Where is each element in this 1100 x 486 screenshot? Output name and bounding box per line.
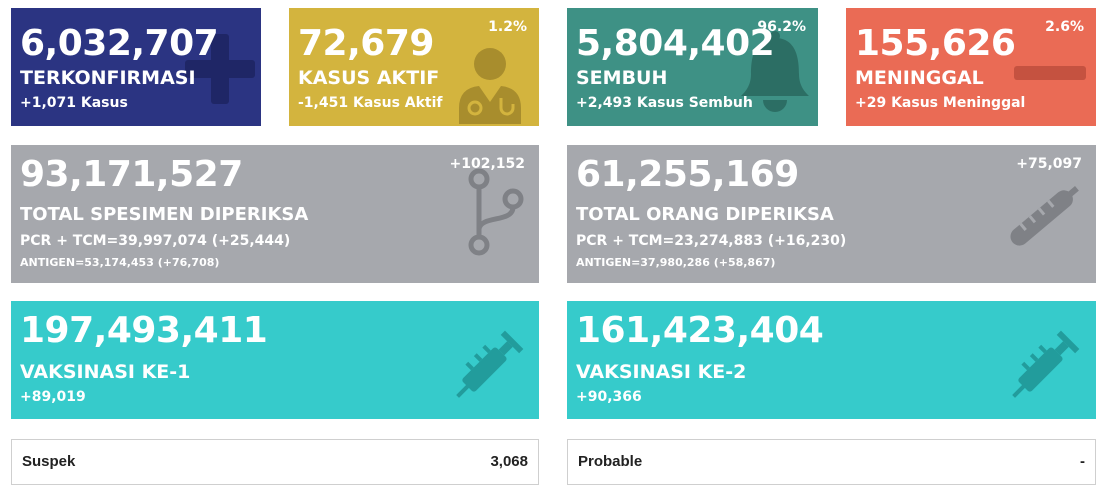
- thermometer-icon: [1001, 177, 1087, 255]
- suspect-row: Suspek 3,068: [11, 439, 539, 485]
- specimens-label: TOTAL SPESIMEN DIPERIKSA: [20, 204, 309, 225]
- confirmed-label: TERKONFIRMASI: [20, 67, 196, 89]
- specimens-delta: +102,152: [449, 156, 526, 172]
- vaccine1-delta: +89,019: [20, 389, 86, 405]
- confirmed-card: 6,032,707 TERKONFIRMASI +1,071 Kasus: [11, 8, 261, 126]
- deaths-card: 155,626 2.6% MENINGGAL +29 Kasus Meningg…: [846, 8, 1096, 126]
- people-tested-delta: +75,097: [1016, 156, 1082, 172]
- vaccine1-card: 197,493,411 VAKSINASI KE-1 +89,019: [11, 301, 539, 419]
- vaccine2-card: 161,423,404 VAKSINASI KE-2 +90,366: [567, 301, 1096, 419]
- recovered-card: 5,804,402 96.2% SEMBUH +2,493 Kasus Semb…: [567, 8, 818, 126]
- minus-icon: [1012, 64, 1088, 82]
- people-tested-card: 61,255,169 +75,097 TOTAL ORANG DIPERIKSA…: [567, 145, 1096, 283]
- vaccine2-delta: +90,366: [576, 389, 642, 405]
- active-percent: 1.2%: [488, 19, 527, 35]
- people-tested-antigen: ANTIGEN=37,980,286 (+58,867): [576, 256, 776, 269]
- suspect-value: 3,068: [490, 453, 528, 470]
- people-tested-pcr: PCR + TCM=23,274,883 (+16,230): [576, 233, 847, 249]
- people-tested-value: 61,255,169: [576, 154, 799, 195]
- vaccine1-label: VAKSINASI KE-1: [20, 361, 191, 383]
- vaccine2-value: 161,423,404: [576, 310, 824, 351]
- deaths-label: MENINGGAL: [855, 67, 984, 89]
- syringe-icon: [443, 321, 533, 411]
- confirmed-value: 6,032,707: [20, 23, 219, 64]
- active-value: 72,679: [298, 23, 434, 64]
- probable-label: Probable: [578, 453, 643, 470]
- recovered-value: 5,804,402: [576, 23, 775, 64]
- deaths-value: 155,626: [855, 23, 1016, 64]
- vaccine1-value: 197,493,411: [20, 310, 268, 351]
- syringe-icon: [999, 321, 1089, 411]
- deaths-delta: +29 Kasus Meninggal: [855, 95, 1026, 111]
- suspect-label: Suspek: [22, 453, 76, 470]
- branch-icon: [457, 167, 527, 257]
- specimens-card: 93,171,527 +102,152 TOTAL SPESIMEN DIPER…: [11, 145, 539, 283]
- specimens-pcr: PCR + TCM=39,997,074 (+25,444): [20, 233, 291, 249]
- recovered-percent: 96.2%: [757, 19, 806, 35]
- active-delta: -1,451 Kasus Aktif: [298, 95, 443, 111]
- recovered-delta: +2,493 Kasus Sembuh: [576, 95, 753, 111]
- plus-icon: [181, 30, 259, 108]
- probable-row: Probable -: [567, 439, 1096, 485]
- specimens-value: 93,171,527: [20, 154, 243, 195]
- confirmed-delta: +1,071 Kasus: [20, 95, 128, 111]
- active-label: KASUS AKTIF: [298, 67, 440, 89]
- bell-icon: [739, 30, 811, 114]
- people-tested-label: TOTAL ORANG DIPERIKSA: [576, 204, 834, 225]
- doctor-icon: [455, 46, 525, 124]
- active-card: 72,679 1.2% KASUS AKTIF -1,451 Kasus Akt…: [289, 8, 539, 126]
- vaccine2-label: VAKSINASI KE-2: [576, 361, 747, 383]
- specimens-antigen: ANTIGEN=53,174,453 (+76,708): [20, 256, 220, 269]
- deaths-percent: 2.6%: [1045, 19, 1084, 35]
- probable-value: -: [1080, 453, 1085, 470]
- recovered-label: SEMBUH: [576, 67, 668, 89]
